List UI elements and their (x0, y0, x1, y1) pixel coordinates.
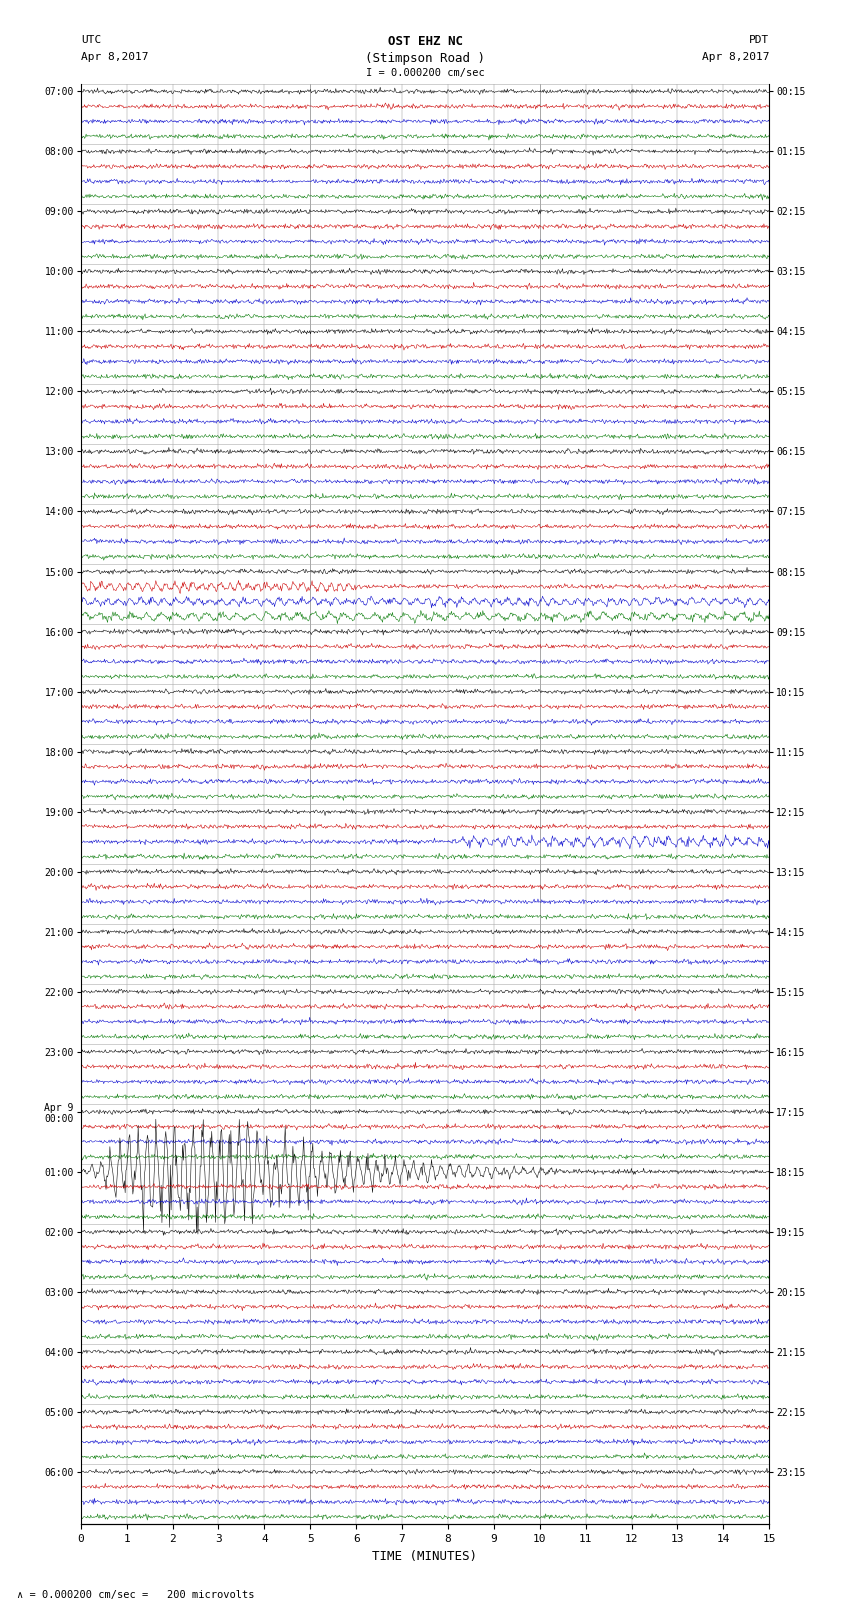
Text: OST EHZ NC: OST EHZ NC (388, 35, 462, 48)
Text: Apr 8,2017: Apr 8,2017 (81, 52, 148, 61)
Text: (Stimpson Road ): (Stimpson Road ) (365, 52, 485, 65)
Text: PDT: PDT (749, 35, 769, 45)
X-axis label: TIME (MINUTES): TIME (MINUTES) (372, 1550, 478, 1563)
Text: UTC: UTC (81, 35, 101, 45)
Text: Apr 8,2017: Apr 8,2017 (702, 52, 769, 61)
Text: ∧ = 0.000200 cm/sec =   200 microvolts: ∧ = 0.000200 cm/sec = 200 microvolts (17, 1590, 254, 1600)
Text: I = 0.000200 cm/sec: I = 0.000200 cm/sec (366, 68, 484, 77)
